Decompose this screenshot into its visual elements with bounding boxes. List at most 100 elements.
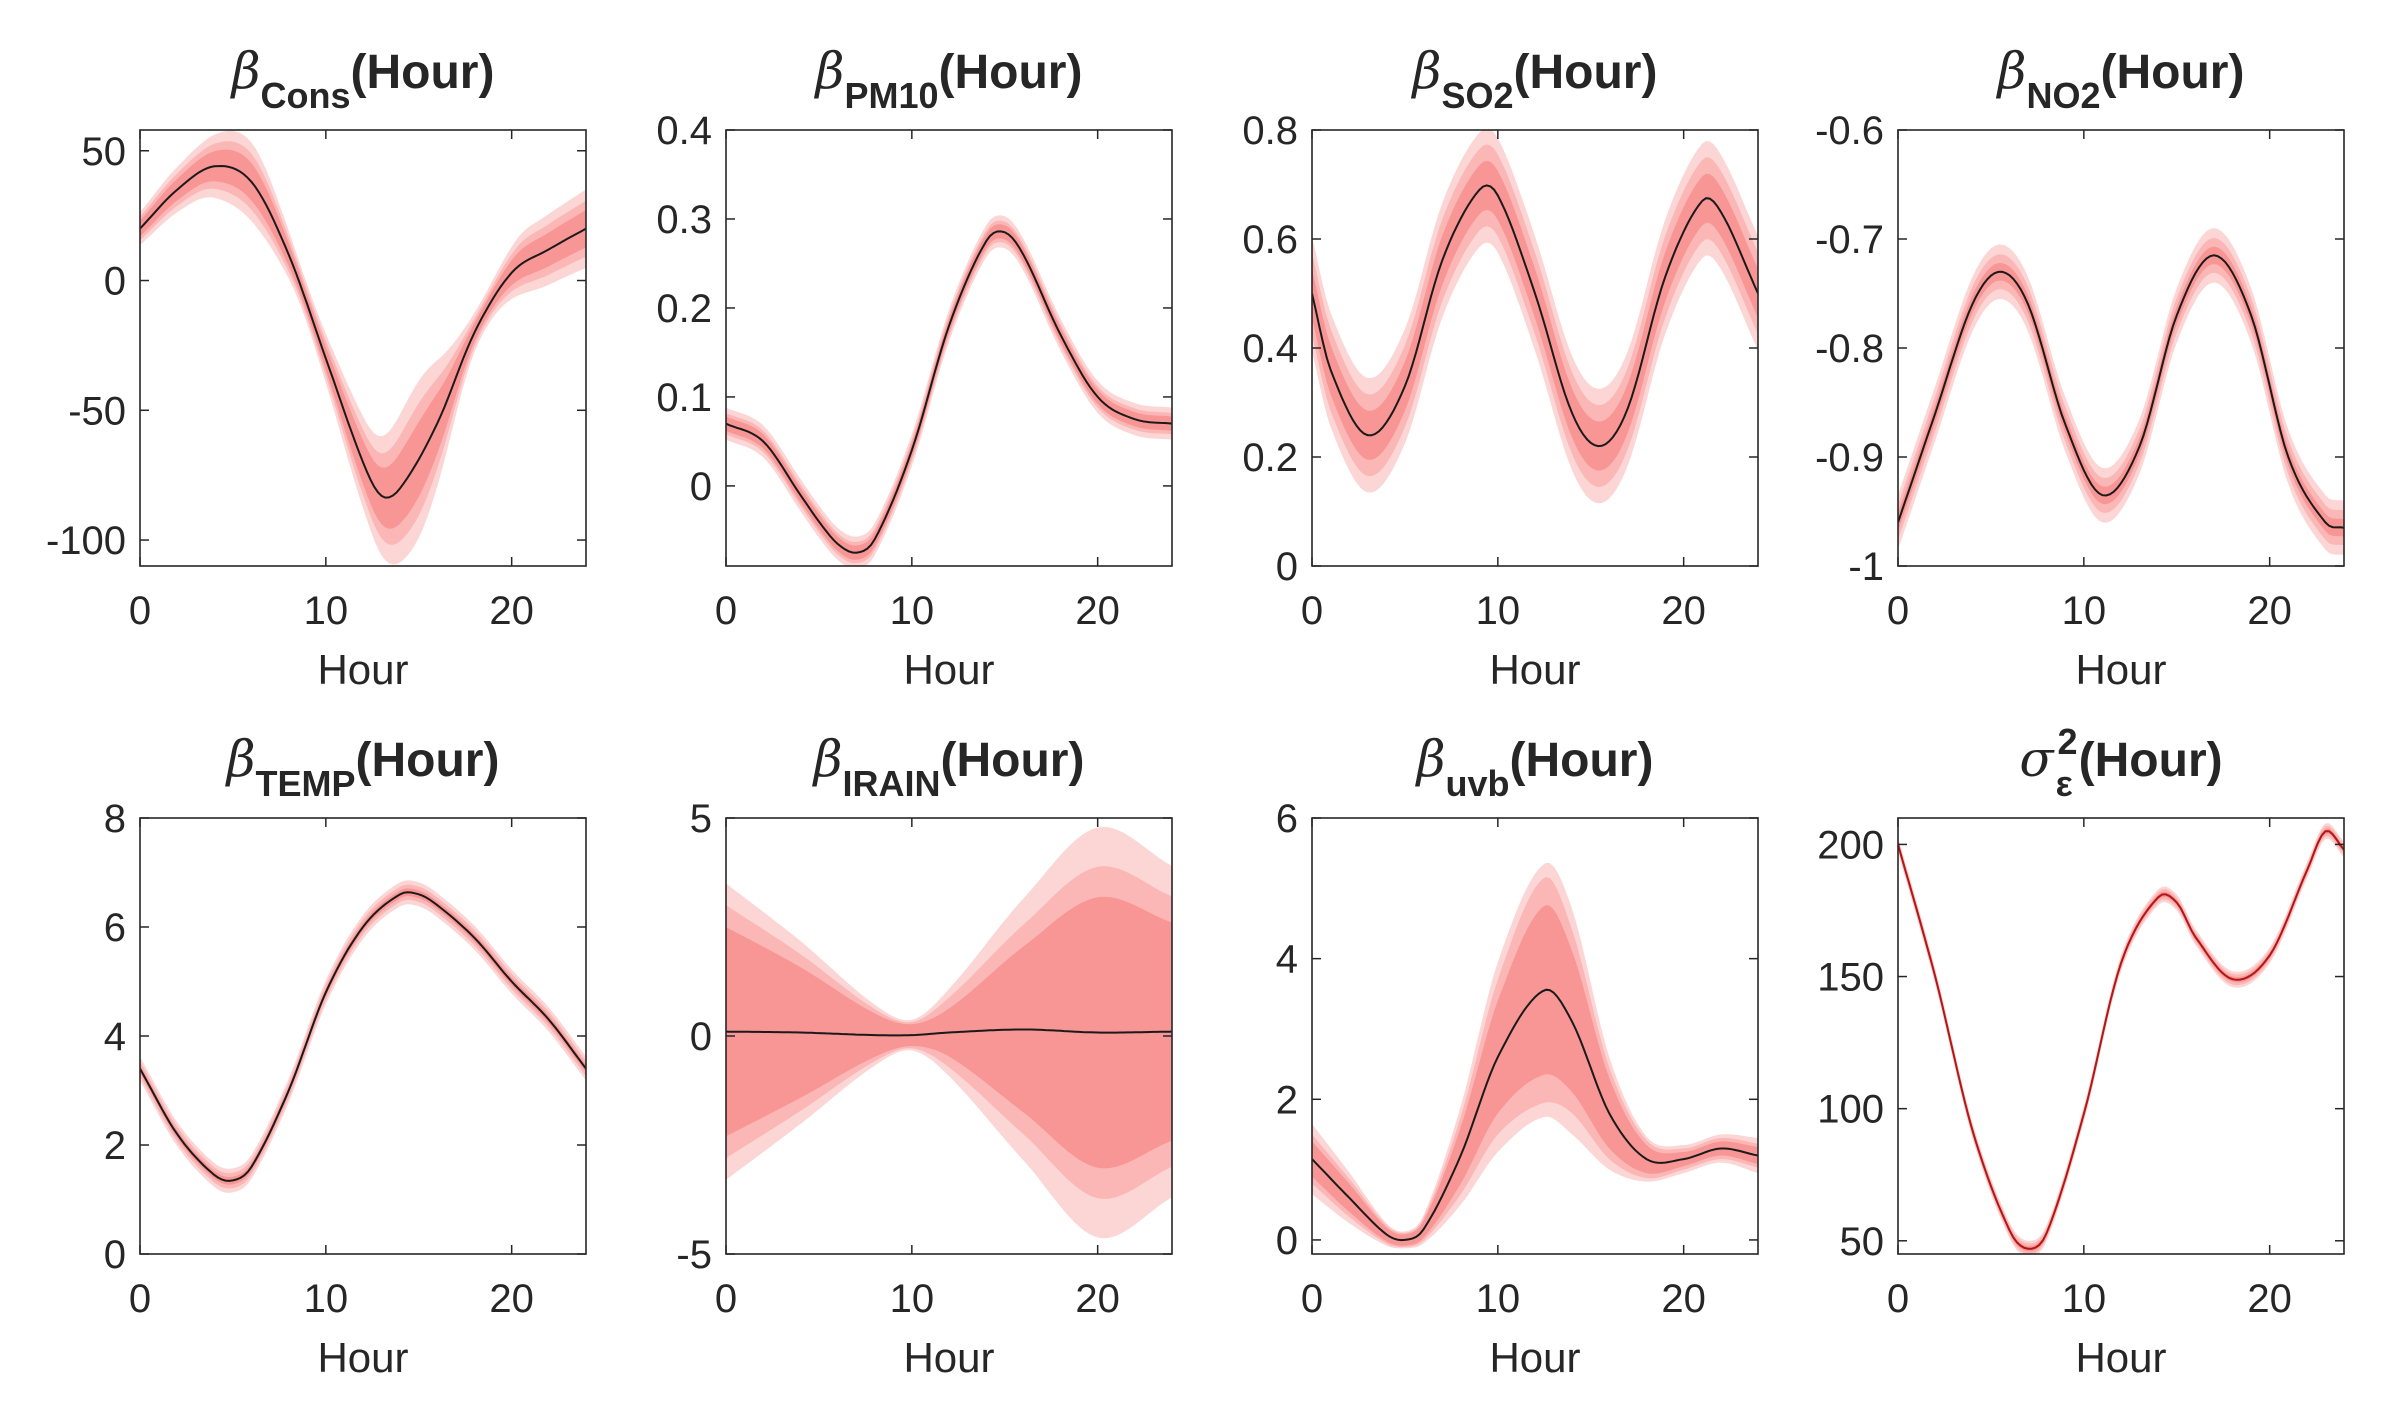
ci-band-inner bbox=[1312, 160, 1758, 471]
y-tick-label: 0.2 bbox=[656, 287, 712, 331]
estimate-line bbox=[140, 891, 586, 1182]
subplot-8: 0 10 20 50 100 150 200 Hour σ 2 ε (Hour) bbox=[1817, 721, 2345, 1381]
x-tick-label: 0 bbox=[1301, 1277, 1323, 1321]
x-tick-label: 10 bbox=[304, 1277, 349, 1321]
title-symbol: β bbox=[1996, 42, 2027, 100]
title-symbol: β bbox=[1415, 730, 1446, 788]
y-tick-label: 0 bbox=[690, 465, 712, 509]
y-tick-label: 0 bbox=[1276, 545, 1298, 589]
y-tick-label: -0.9 bbox=[1815, 436, 1884, 480]
title-suffix: (Hour) bbox=[2100, 46, 2244, 99]
y-tick-label: 0.2 bbox=[1242, 436, 1298, 480]
title-subscript: TEMP bbox=[255, 763, 355, 804]
y-tick-label: 0 bbox=[104, 260, 126, 304]
y-tick-label: 6 bbox=[104, 906, 126, 950]
x-tick-label: 20 bbox=[2247, 589, 2292, 633]
title-superscript: 2 bbox=[2058, 721, 2078, 762]
x-tick-label: 20 bbox=[1075, 1277, 1120, 1321]
ci-band-outer bbox=[1898, 228, 2344, 556]
axes-box bbox=[725, 129, 1173, 567]
title-symbol: β bbox=[1411, 42, 1442, 100]
title-subscript: Cons bbox=[260, 75, 350, 116]
subplot-title: βTEMP(Hour) bbox=[225, 730, 500, 804]
ci-bands bbox=[726, 215, 1172, 566]
y-tick-label: -0.7 bbox=[1815, 218, 1884, 262]
title-symbol: σ bbox=[2019, 730, 2055, 788]
y-tick-label: 0.4 bbox=[656, 109, 712, 153]
subplot-2: 0 10 20 0 0.1 0.2 0.3 0.4 Hour βPM10(Hour) bbox=[656, 42, 1173, 693]
y-tick-label: 0.6 bbox=[1242, 218, 1298, 262]
y-tick-label: 0.1 bbox=[656, 376, 712, 420]
x-axis-label: Hour bbox=[1489, 646, 1580, 693]
x-axis-label: Hour bbox=[317, 1334, 408, 1381]
x-tick-label: 0 bbox=[129, 589, 151, 633]
ci-bands bbox=[1312, 862, 1758, 1249]
x-tick-label: 10 bbox=[2062, 1277, 2107, 1321]
title-suffix: (Hour) bbox=[939, 46, 1083, 99]
x-tick-label: 20 bbox=[489, 589, 534, 633]
ci-band-mid bbox=[140, 141, 586, 545]
x-tick-label: 20 bbox=[2247, 1277, 2292, 1321]
x-axis-label: Hour bbox=[317, 646, 408, 693]
title-suffix: (Hour) bbox=[350, 46, 494, 99]
axes-box bbox=[1311, 817, 1759, 1255]
y-tick-label: -1 bbox=[1848, 545, 1884, 589]
subplot-title: βCons(Hour) bbox=[230, 42, 495, 116]
x-tick-label: 10 bbox=[890, 1277, 935, 1321]
ci-bands bbox=[1312, 130, 1758, 504]
x-tick-label: 0 bbox=[129, 1277, 151, 1321]
y-tick-label: 0.8 bbox=[1242, 109, 1298, 153]
axes-box bbox=[139, 129, 587, 567]
y-tick-label: 6 bbox=[1276, 797, 1298, 841]
title-subscript: NO2 bbox=[2026, 75, 2100, 116]
estimate-line bbox=[1312, 988, 1758, 1242]
y-tick-label: 100 bbox=[1817, 1088, 1884, 1132]
ci-bands bbox=[1898, 228, 2344, 556]
y-tick-label: 4 bbox=[1276, 938, 1298, 982]
x-tick-label: 0 bbox=[715, 1277, 737, 1321]
title-symbol: β bbox=[225, 730, 256, 788]
y-tick-label: 50 bbox=[1840, 1220, 1885, 1264]
axes-box bbox=[139, 817, 587, 1255]
x-tick-label: 10 bbox=[1476, 589, 1521, 633]
ci-band-inner bbox=[1898, 828, 2344, 1252]
subplot-title: βPM10(Hour) bbox=[814, 42, 1083, 116]
ci-band-outer bbox=[140, 130, 586, 565]
estimate-line bbox=[726, 230, 1172, 554]
title-subscript: ε bbox=[2056, 763, 2073, 804]
x-tick-label: 0 bbox=[1887, 589, 1909, 633]
title-subscript: PM10 bbox=[844, 75, 938, 116]
title-symbol: β bbox=[230, 42, 261, 100]
x-axis-label: Hour bbox=[1489, 1334, 1580, 1381]
ci-band-inner bbox=[140, 149, 586, 529]
subplot-3: 0 10 20 0 0.2 0.4 0.6 0.8 Hour βSO2(Hour) bbox=[1242, 42, 1759, 693]
estimate-line bbox=[140, 164, 586, 499]
subplot-5: 0 10 20 0 2 4 6 8 Hour βTEMP(Hour) bbox=[104, 730, 587, 1381]
y-tick-label: 0 bbox=[1276, 1219, 1298, 1263]
title-suffix: (Hour) bbox=[355, 734, 499, 787]
subplot-4: 0 10 20 -1 -0.9 -0.8 -0.7 -0.6 Hour βNO2(Hour) bbox=[1815, 42, 2345, 693]
x-tick-label: 10 bbox=[304, 589, 349, 633]
y-tick-label: 0.4 bbox=[1242, 327, 1298, 371]
y-tick-label: 0 bbox=[104, 1233, 126, 1277]
axes-box bbox=[1897, 817, 2345, 1255]
title-suffix: (Hour) bbox=[1514, 46, 1658, 99]
y-tick-label: 0 bbox=[690, 1015, 712, 1059]
ci-band-inner bbox=[1312, 905, 1758, 1246]
x-tick-label: 20 bbox=[1661, 589, 1706, 633]
estimate-line bbox=[726, 1028, 1172, 1037]
subplot-title: σ 2 ε (Hour) bbox=[2019, 721, 2222, 804]
subplot-title: βSO2(Hour) bbox=[1411, 42, 1658, 116]
y-tick-label: 50 bbox=[82, 130, 127, 174]
estimate-line bbox=[1898, 830, 2344, 1250]
estimate-line bbox=[1312, 184, 1758, 448]
ci-bands bbox=[1898, 823, 2344, 1254]
x-axis-label: Hour bbox=[903, 1334, 994, 1381]
x-tick-label: 20 bbox=[1661, 1277, 1706, 1321]
subplot-1: 0 10 20 -100 -50 0 50 Hour βCons(Hour) bbox=[46, 42, 587, 693]
subplot-title: βIRAIN(Hour) bbox=[812, 730, 1085, 804]
ci-band-mid bbox=[1898, 825, 2344, 1254]
x-tick-label: 20 bbox=[1075, 589, 1120, 633]
y-tick-label: 150 bbox=[1817, 956, 1884, 1000]
